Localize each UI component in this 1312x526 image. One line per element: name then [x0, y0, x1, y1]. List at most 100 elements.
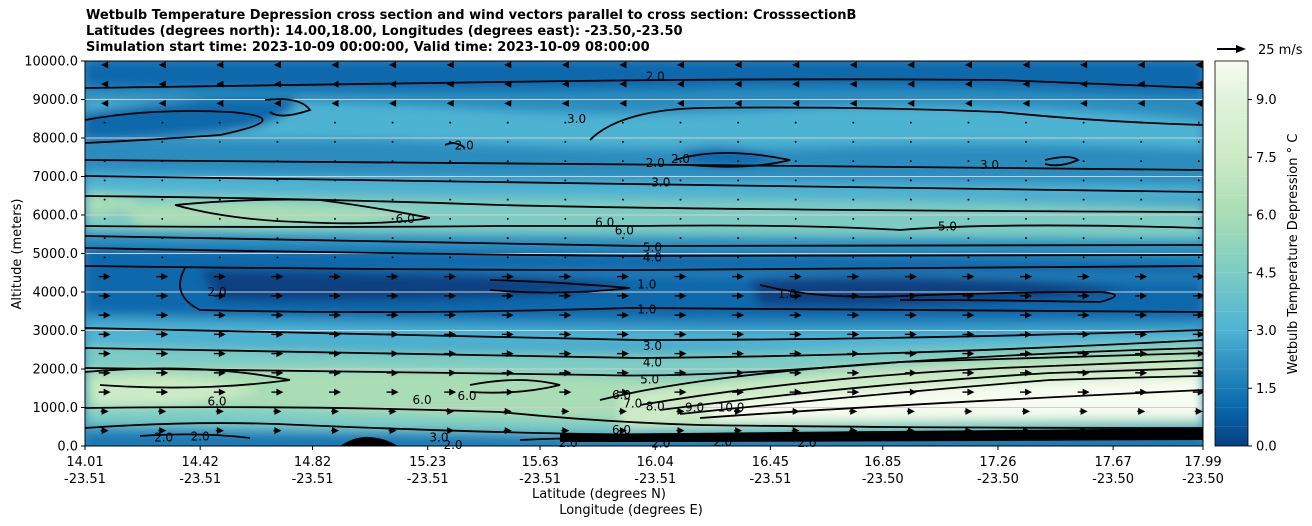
wind-arrow-head — [737, 311, 745, 319]
wind-arrow-head — [679, 330, 687, 338]
wind-arrow-head — [792, 61, 800, 69]
contour-line — [174, 198, 431, 225]
wind-arrow-head — [101, 427, 109, 435]
wind-arrow — [904, 369, 917, 377]
wind-arrow — [98, 330, 111, 338]
wind-arrow — [216, 99, 224, 107]
wind-arrow-head — [621, 330, 629, 338]
wind-arrow — [161, 237, 164, 240]
contour-label: 2.0 — [455, 139, 474, 153]
wind-arrow-dot — [161, 140, 164, 143]
wind-arrow-head — [1140, 388, 1148, 396]
wind-arrow-head — [506, 292, 514, 300]
wind-arrow-head — [218, 273, 226, 281]
wind-arrow-head — [504, 80, 512, 88]
wind-arrow — [158, 427, 167, 435]
wind-arrow — [388, 427, 397, 435]
wind-arrow-dot — [161, 198, 164, 201]
contour-line — [264, 98, 312, 117]
wind-arrow — [677, 99, 685, 107]
y-axis-label: Altitude (meters) — [10, 199, 25, 310]
wind-arrow — [674, 330, 687, 338]
wind-arrow — [506, 179, 509, 182]
wind-arrow — [732, 311, 745, 319]
wind-arrow-head — [1080, 99, 1088, 107]
wind-arrow — [621, 121, 624, 124]
wind-arrow-head — [964, 80, 972, 88]
wind-arrow-dot — [1197, 256, 1200, 259]
contour-line — [85, 422, 1203, 437]
wind-arrow — [559, 292, 572, 300]
contour-line — [679, 375, 1203, 415]
wind-arrow-head — [1080, 407, 1088, 415]
wind-arrow-head — [1195, 407, 1203, 415]
wind-arrow — [218, 121, 221, 124]
wind-arrow-head — [216, 407, 224, 415]
contour-line — [85, 195, 1203, 213]
wind-arrow — [213, 350, 226, 358]
contour-line — [85, 327, 1203, 341]
wind-arrow-head — [332, 427, 340, 435]
wind-arrow — [616, 330, 629, 338]
wind-arrow-head — [621, 369, 629, 377]
wind-arrow-dot — [564, 198, 567, 201]
colorbar-tick-label: 4.5 — [1256, 266, 1277, 281]
wind-arrow — [1194, 407, 1203, 415]
wind-arrow — [852, 140, 855, 143]
wind-arrow-head — [564, 350, 572, 358]
wind-arrow-head — [792, 80, 800, 88]
wind-arrow — [794, 160, 797, 163]
wind-arrow — [734, 61, 742, 69]
wind-arrow — [621, 217, 624, 220]
wind-arrow — [156, 273, 169, 281]
wind-arrow-head — [564, 388, 572, 396]
wind-arrow — [444, 311, 457, 319]
wind-arrow — [674, 292, 687, 300]
wind-arrow — [964, 407, 973, 415]
wind-arrow — [1140, 140, 1143, 143]
wind-arrow-dot — [794, 160, 797, 163]
wind-arrow-head — [391, 311, 399, 319]
wind-arrow — [906, 407, 915, 415]
wind-arrow — [1080, 80, 1088, 88]
wind-arrow — [334, 256, 337, 259]
wind-arrow-head — [564, 369, 572, 377]
wind-arrow — [444, 273, 457, 281]
wind-arrow — [1080, 61, 1088, 69]
wind-arrow-head — [449, 369, 457, 377]
wind-arrow-head — [852, 369, 860, 377]
wind-arrow — [1022, 407, 1031, 415]
wind-arrow — [564, 217, 567, 220]
wind-arrow — [1140, 256, 1143, 259]
wind-arrow-head — [967, 350, 975, 358]
wind-arrow-dot — [103, 179, 106, 182]
wind-arrow — [101, 80, 109, 88]
contour-line — [85, 224, 1203, 231]
wind-arrow — [1135, 273, 1148, 281]
contour-line — [599, 352, 1203, 401]
wind-arrow-dot — [1025, 237, 1028, 240]
wind-arrow — [561, 427, 570, 435]
wind-arrow-head — [1137, 99, 1145, 107]
wind-arrow-head — [964, 61, 972, 69]
wind-arrow — [506, 217, 509, 220]
wind-arrow — [449, 217, 452, 220]
wind-arrow — [906, 427, 915, 435]
wind-arrow — [967, 237, 970, 240]
wind-arrow-head — [794, 388, 802, 396]
wind-arrow-head — [446, 80, 454, 88]
colorbar-bands — [1215, 79, 1248, 428]
wind-arrow — [794, 179, 797, 182]
contour-label: 5.0 — [643, 241, 662, 255]
wind-arrow — [329, 273, 342, 281]
wind-arrow-dot — [737, 121, 740, 124]
wind-arrow-dot — [103, 121, 106, 124]
wind-arrow — [674, 388, 687, 396]
wind-arrow-head — [389, 99, 397, 107]
wind-arrow — [506, 140, 509, 143]
contour-label: 2.0 — [646, 156, 665, 170]
wind-arrow-head — [216, 99, 224, 107]
wind-arrow-dot — [679, 160, 682, 163]
wind-arrow-head — [679, 388, 687, 396]
wind-arrow — [1140, 121, 1143, 124]
